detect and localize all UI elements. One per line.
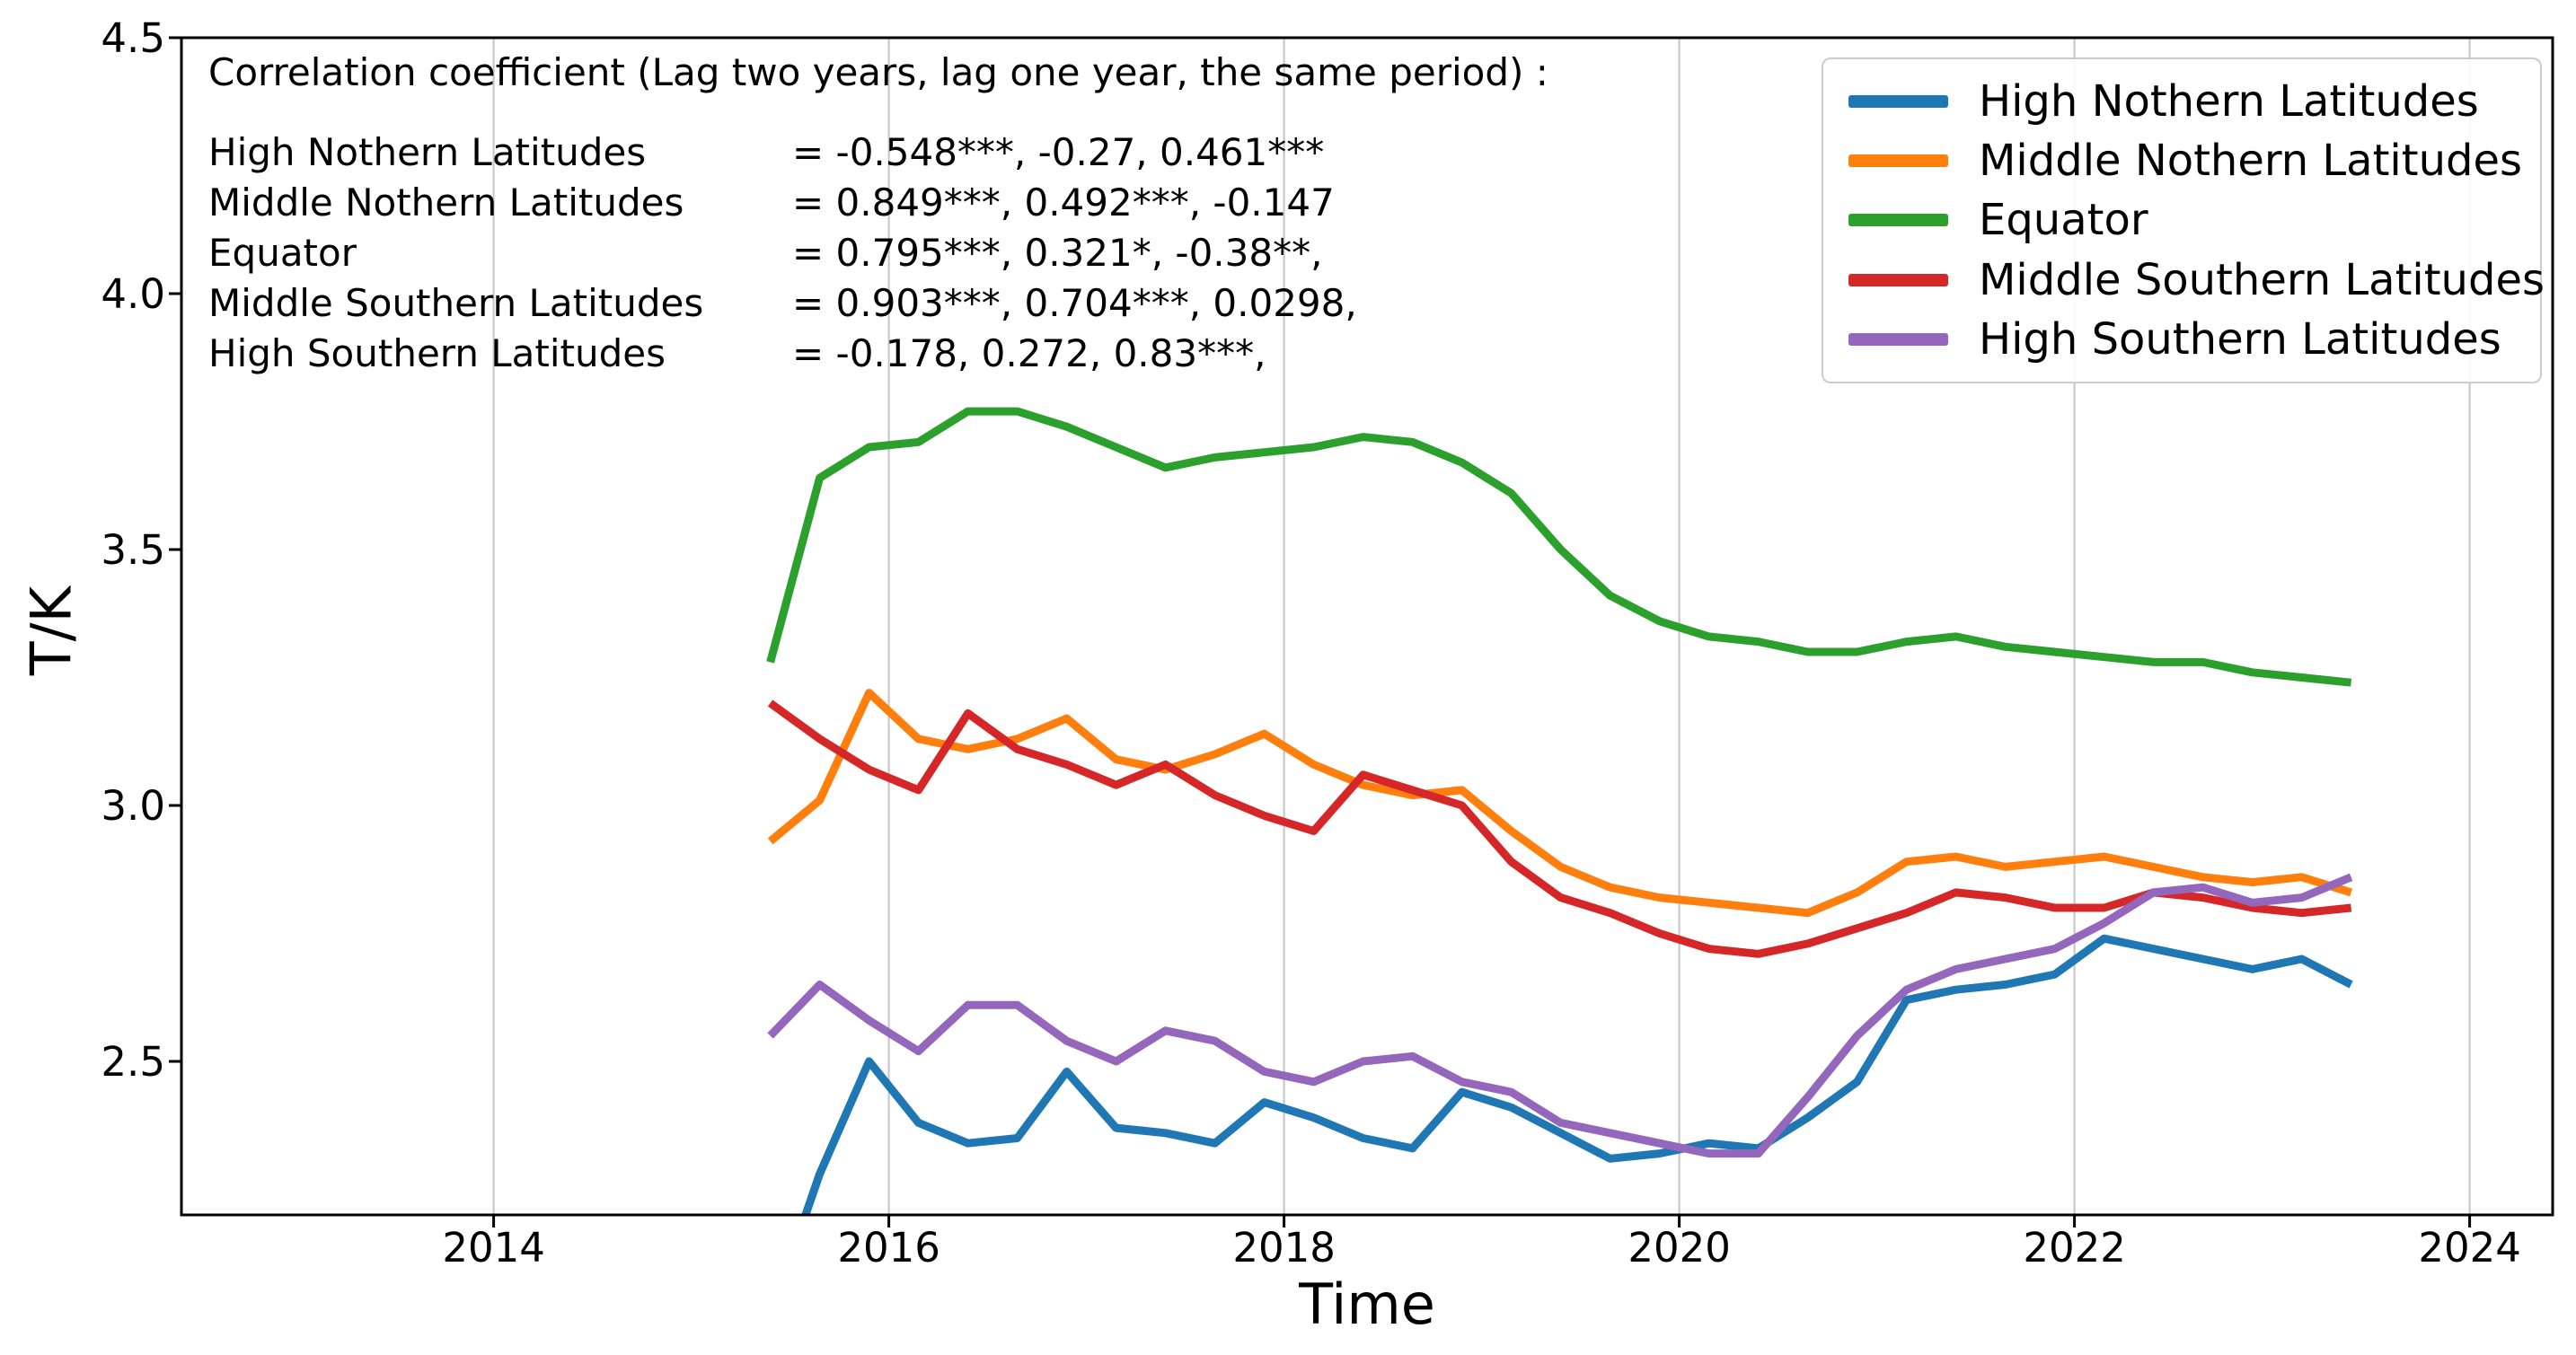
annotation-rows: High Nothern Latitudes = -0.548***, -0.27…: [208, 128, 1548, 379]
legend-swatch-middle-nothern-latitudes: [1848, 154, 1948, 168]
annotation-series-values: = 0.903***, 0.704***, 0.0298,: [792, 281, 1357, 325]
annotation-series-name: Middle Southern Latitudes: [208, 281, 704, 325]
legend-swatch-high-southern-latitudes: [1848, 332, 1948, 346]
legend-label: Equator: [1979, 195, 2148, 246]
y-tick-label-2.5: 2.5: [101, 1038, 165, 1086]
legend-item-high-nothern-latitudes: High Nothern Latitudes: [1823, 76, 2540, 127]
annotation-title: Correlation coefficient (Lag two years, …: [208, 50, 1548, 94]
annotation-row-high-southern-latitudes: High Southern Latitudes = -0.178, 0.272, …: [208, 329, 1548, 379]
legend-label: Middle Southern Latitudes: [1979, 254, 2545, 305]
series-line-equator: [766, 407, 2352, 687]
x-tick-label-2016: 2016: [837, 1224, 940, 1271]
y-axis-label: T/K: [18, 585, 84, 676]
annotation-series-values: = 0.849***, 0.492***, -0.147: [792, 180, 1335, 224]
series-line-middle-southern-latitudes: [767, 699, 2352, 958]
legend: High Nothern Latitudes Middle Nothern Lat…: [1822, 57, 2545, 383]
annotation-series-values: = -0.548***, -0.27, 0.461***: [792, 130, 1325, 174]
legend-item-middle-southern-latitudes: Middle Southern Latitudes: [1823, 255, 2545, 305]
y-tick-label-3.5: 3.5: [101, 526, 165, 574]
legend-item-high-southern-latitudes: High Southern Latitudes: [1823, 314, 2540, 365]
y-tick-label-4.0: 4.0: [101, 270, 165, 318]
annotation-series-values: = -0.178, 0.272, 0.83***,: [792, 331, 1266, 375]
x-axis-label: Time: [1299, 1271, 1435, 1337]
annotation-series-name: High Nothern Latitudes: [208, 130, 647, 174]
annotation-row-middle-southern-latitudes: Middle Southern Latitudes = 0.903***, 0.7…: [208, 278, 1548, 329]
annotation-series-name: Equator: [208, 231, 357, 275]
x-tick-label-2022: 2022: [2023, 1224, 2126, 1271]
legend-item-equator: Equator: [1823, 195, 2540, 245]
y-tick-label-3.0: 3.0: [101, 782, 165, 830]
x-tick-label-2014: 2014: [442, 1224, 545, 1271]
annotation-series-name: High Southern Latitudes: [208, 331, 666, 375]
annotation-series-name: Middle Nothern Latitudes: [208, 180, 684, 224]
legend-swatch-equator: [1848, 214, 1948, 227]
annotation-row-equator: Equator = 0.795***, 0.321*, -0.38**,: [208, 228, 1548, 278]
legend-swatch-high-nothern-latitudes: [1848, 95, 1948, 109]
series-line-middle-nothern-latitudes: [767, 689, 2352, 918]
y-tick-label-4.5: 4.5: [101, 14, 165, 62]
annotation-row-middle-nothern-latitudes: Middle Nothern Latitudes = 0.849***, 0.49…: [208, 178, 1548, 228]
annotation-series-values: = 0.795***, 0.321*, -0.38**,: [792, 231, 1323, 275]
legend-label: High Southern Latitudes: [1979, 313, 2501, 365]
legend-item-middle-nothern-latitudes: Middle Nothern Latitudes: [1823, 136, 2540, 186]
legend-label: Middle Nothern Latitudes: [1979, 136, 2522, 187]
series-line-high-southern-latitudes: [767, 873, 2353, 1158]
legend-swatch-middle-southern-latitudes: [1848, 273, 1948, 286]
annotation-row-high-nothern-latitudes: High Nothern Latitudes = -0.548***, -0.27…: [208, 128, 1548, 178]
axes-frame: [180, 36, 2554, 1217]
x-tick-label-2024: 2024: [2418, 1224, 2521, 1271]
series-line-high-nothern-latitudes: [801, 934, 2353, 1215]
legend-label: High Nothern Latitudes: [1979, 76, 2479, 128]
x-tick-label-2018: 2018: [1232, 1224, 1336, 1271]
x-tick-label-2020: 2020: [1628, 1224, 1731, 1271]
correlation-annotation: Correlation coefficient (Lag two years, …: [208, 48, 1548, 379]
